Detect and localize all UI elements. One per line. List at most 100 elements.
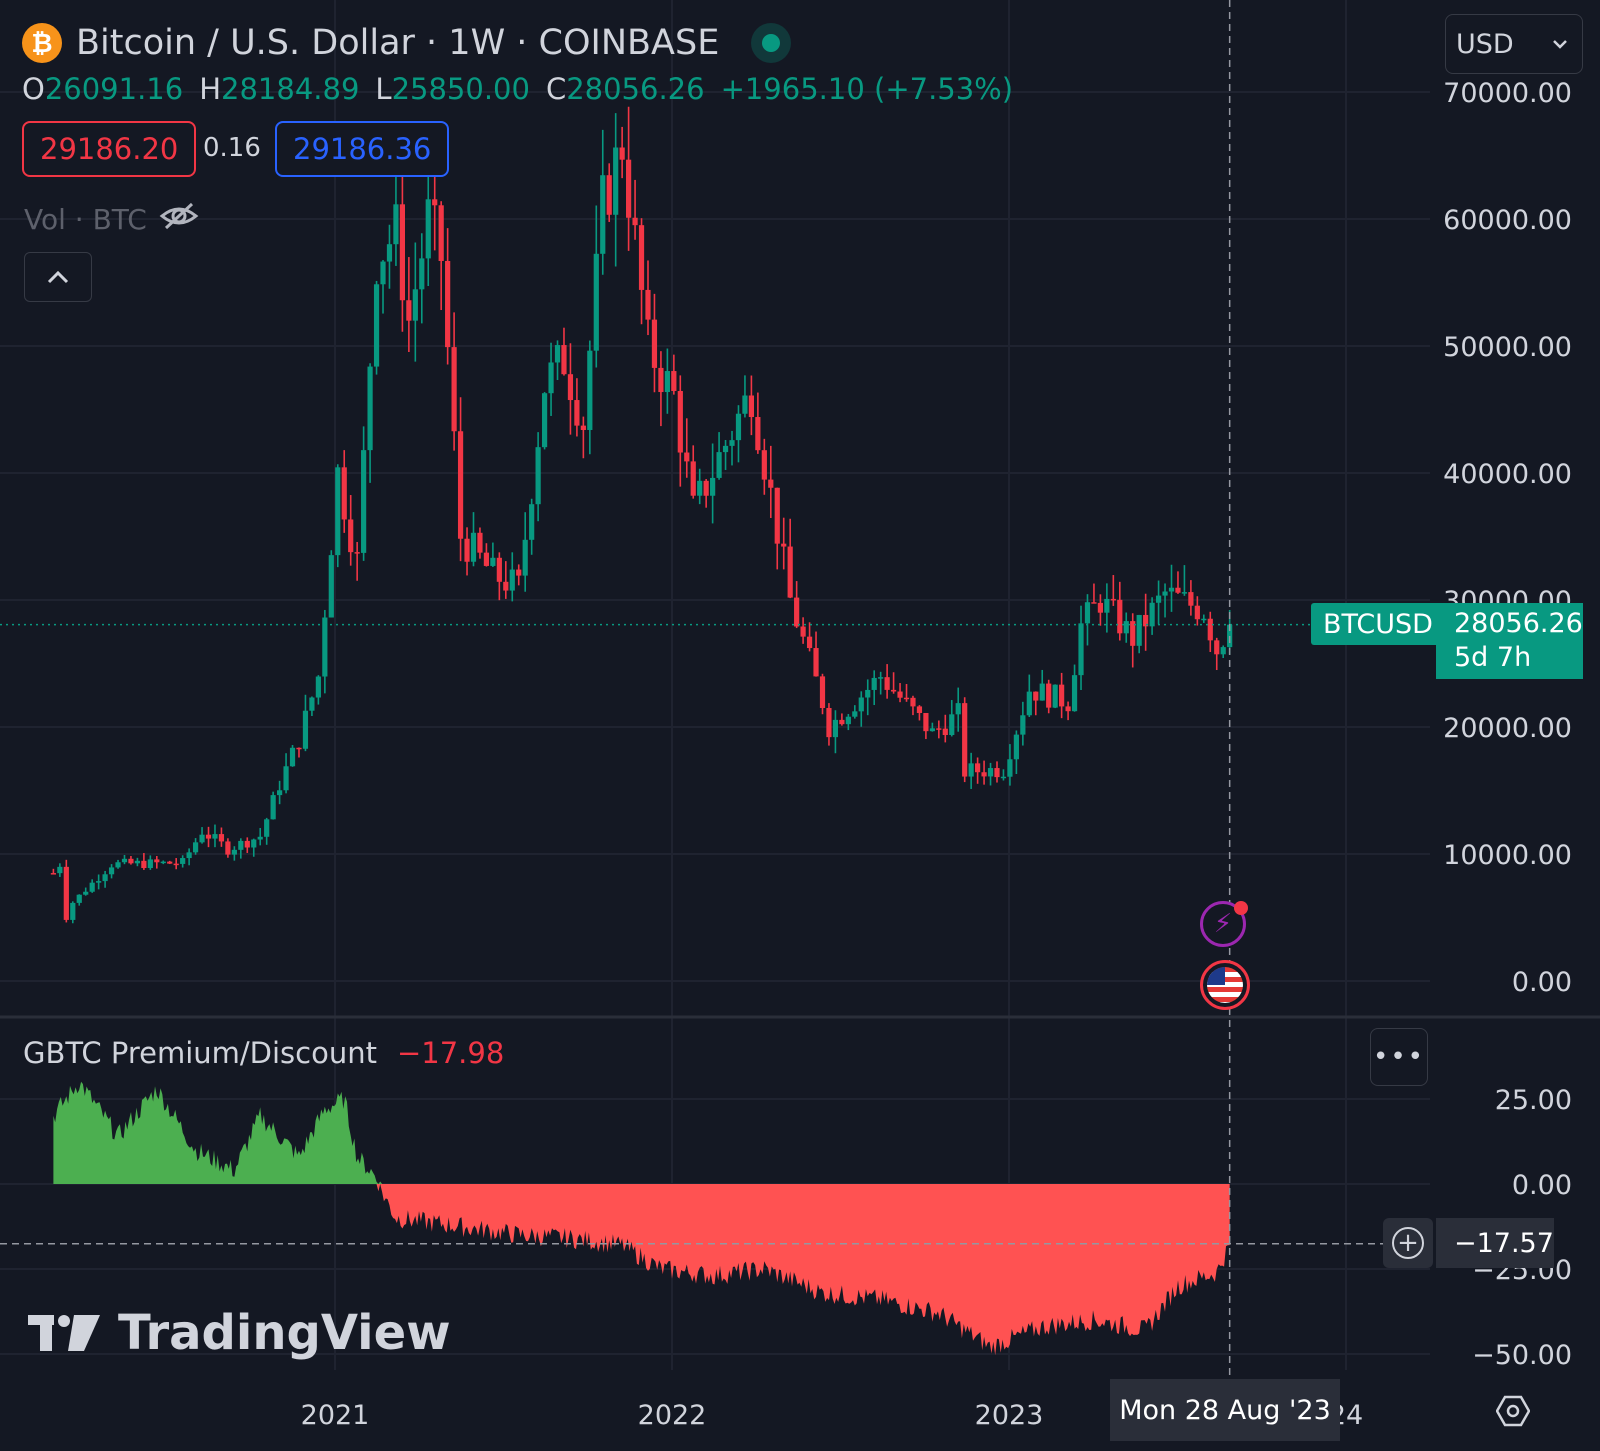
candle-body [361,450,367,553]
eye-hidden-icon[interactable] [159,200,199,239]
candle-body [406,300,412,321]
settings-icon[interactable] [1495,1394,1531,1428]
candle-body [774,487,780,544]
candle-body [852,711,858,717]
candle-body [884,677,890,690]
candle-body [277,790,283,796]
candle-body [613,147,619,215]
time-axis[interactable]: 2021 2022 2023 24 [301,1400,1364,1431]
candle-body [994,768,1000,778]
candle-body [380,261,386,285]
candle-body [1194,605,1200,620]
candle-body [865,689,871,698]
candle-body [684,452,690,462]
candle-body [955,703,961,715]
more-icon[interactable]: ••• [1370,1028,1428,1086]
candle-body [341,467,347,520]
candle-body [522,539,528,576]
candle-body [309,697,315,711]
ohlc-key: C [545,72,567,106]
volume-label[interactable]: Vol · BTC [24,203,147,236]
ohlc-value: 26091.16 [44,72,184,106]
indicator-name[interactable]: GBTC Premium/Discount [23,1036,377,1070]
candle-body [173,863,179,866]
candle-body [878,677,884,679]
candle-body [567,374,574,401]
candle-body [102,874,108,882]
candle-body [1000,776,1007,779]
candle-body [231,849,237,855]
price-tick-label: 70000.00 [1443,78,1572,109]
candle-body [645,289,651,320]
candle-body [910,697,916,707]
candle-body [632,217,638,226]
price-tick-label: 10000.00 [1443,840,1572,871]
price-candles [50,106,1233,924]
candle-body [283,766,289,791]
indicator-tick-label: 0.00 [1512,1170,1572,1201]
symbol-title[interactable]: Bitcoin / U.S. Dollar · 1W · COINBASE [76,23,720,63]
indicator-tick-label: −50.00 [1472,1340,1572,1371]
candle-body [897,691,903,698]
currency-select[interactable]: USD [1445,14,1583,74]
us-flag-icon[interactable] [1200,960,1250,1010]
candle-body [128,858,134,864]
candle-body [1220,647,1226,655]
candle-body [296,747,302,750]
candle-body [748,395,755,418]
ohlc-key: O [22,72,45,106]
candle-body [1033,691,1039,701]
candle-body [819,676,826,709]
candle-body [574,400,580,426]
candle-body [949,714,955,736]
candle-body [671,371,677,392]
collapse-legend-button[interactable] [24,252,92,302]
candle-body [781,543,787,547]
candle-body [735,413,742,441]
candle-body [451,347,457,432]
indicator-axis[interactable]: 25.000.00−25.00−50.00 [1472,1085,1572,1371]
candle-body [606,175,612,215]
sell-price-button[interactable]: 29186.20 [22,121,197,177]
candle-body [697,480,703,496]
add-alert-button[interactable]: + [1383,1218,1433,1268]
candle-body [1071,675,1078,712]
bar-countdown: 5d 7h [1454,642,1532,673]
candle-body [503,581,509,591]
candle-body [1039,683,1045,701]
tradingview-logo[interactable]: TradingView [28,1305,451,1361]
candle-body [1020,715,1026,735]
candle-body [225,841,231,855]
candle-body [1227,624,1233,648]
candle-body [419,258,425,290]
candle-body [470,532,477,562]
price-axis[interactable]: 70000.0060000.0050000.0040000.0030000.00… [1443,78,1572,998]
price-change: +1965.10 (+7.53%) [720,72,1014,106]
crosshair-date-label: Mon 28 Aug '23 [1110,1379,1340,1441]
candle-body [192,842,199,853]
candle-body [658,367,664,393]
ohlc-value: 25850.00 [391,72,530,106]
buy-price-button[interactable]: 29186.36 [275,121,450,177]
candle-body [386,244,393,262]
last-price-label: 28056.26 5d 7h [1436,603,1583,679]
candle-body [839,719,845,725]
candle-body [858,697,864,712]
candle-body [942,728,948,736]
candle-body [1078,623,1084,676]
candle-body [1201,618,1207,621]
candle-body [832,719,839,738]
candle-body [457,431,464,539]
candle-body [199,834,205,843]
candle-body [412,289,418,321]
discount-area [53,1184,1230,1356]
candle-body [1097,602,1104,613]
ohlc-row: O26091.16 H28184.89 L25850.00 C28056.26 … [22,72,1013,106]
candle-body [968,763,974,777]
candle-body [289,747,296,767]
candle-body [981,772,987,777]
candle-body [1181,592,1188,594]
candle-body [1110,598,1116,601]
candle-body [1168,587,1175,592]
